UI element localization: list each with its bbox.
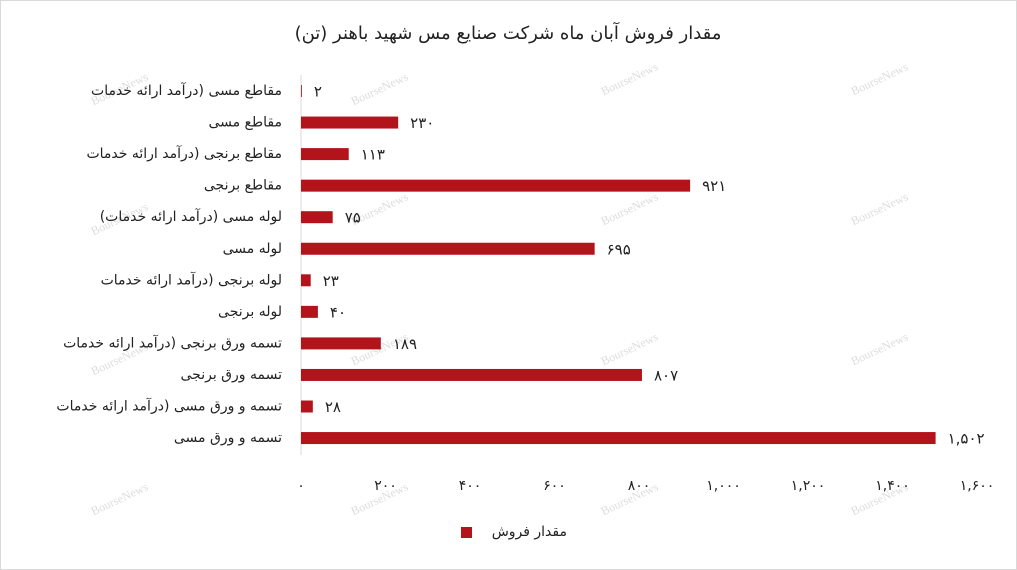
bar [301, 274, 311, 287]
value-label: ۸۰۷ [654, 366, 678, 384]
y-tick-label: تسمه و ورق مسی (درآمد ارائه خدمات [56, 398, 282, 415]
bar [301, 116, 399, 129]
x-tick-label: ۸۰۰ [628, 478, 651, 494]
y-tick-label: مقاطع مسی (درآمد ارائه خدمات [91, 82, 282, 99]
bar [301, 85, 302, 97]
bar [301, 337, 381, 350]
bar [301, 432, 936, 445]
x-tick-label: ۱,۴۰۰ [875, 478, 910, 494]
value-label: ۱,۵۰۲ [948, 430, 985, 448]
x-tick-label: ۰ [297, 478, 305, 494]
x-tick-label: ۲۰۰ [374, 478, 397, 494]
bar [301, 400, 313, 413]
y-tick-label: مقاطع مسی [208, 115, 282, 131]
x-tick-label: ۶۰۰ [543, 478, 566, 494]
value-label: ۹۲۱ [702, 177, 726, 195]
y-tick-label: تسمه ورق برنجی (درآمد ارائه خدمات [63, 334, 282, 351]
chart-title: مقدار فروش آبان ماه شرکت صنایع مس شهید ب… [295, 21, 722, 44]
bar [301, 368, 642, 381]
value-label: ۲۸ [325, 398, 341, 416]
bar [301, 179, 691, 192]
x-tick-label: ۱,۰۰۰ [706, 478, 741, 494]
y-tick-label: تسمه ورق برنجی [181, 367, 283, 383]
x-tick-label: ۱,۶۰۰ [960, 478, 995, 494]
legend-swatch [461, 527, 472, 538]
y-tick-label: مقاطع برنجی (درآمد ارائه خدمات [86, 145, 282, 162]
bar [301, 242, 595, 255]
y-tick-label: لوله مسی [223, 241, 282, 257]
value-label: ۷۵ [345, 209, 361, 227]
value-label: ۲ [314, 83, 322, 101]
value-label: ۲۳ [323, 272, 339, 290]
bar [301, 148, 349, 161]
y-tick-label: لوله برنجی (درآمد ارائه خدمات [101, 271, 282, 288]
x-tick-label: ۴۰۰ [459, 478, 482, 494]
value-label: ۱۱۳ [361, 146, 385, 164]
y-tick-label: تسمه و ورق مسی [174, 430, 282, 446]
x-tick-label: ۱,۲۰۰ [791, 478, 826, 494]
value-label: ۴۰ [330, 303, 346, 321]
y-tick-label: لوله برنجی [218, 304, 282, 320]
y-tick-label: مقاطع برنجی [204, 178, 282, 194]
y-tick-label: لوله مسی (درآمد ارائه خدمات) [100, 208, 282, 225]
value-label: ۶۹۵ [607, 240, 631, 258]
legend-label: مقدار فروش [492, 524, 567, 540]
value-label: ۱۸۹ [393, 335, 417, 353]
bar [301, 305, 318, 318]
bar [301, 211, 333, 224]
value-label: ۲۳۰ [410, 114, 434, 132]
